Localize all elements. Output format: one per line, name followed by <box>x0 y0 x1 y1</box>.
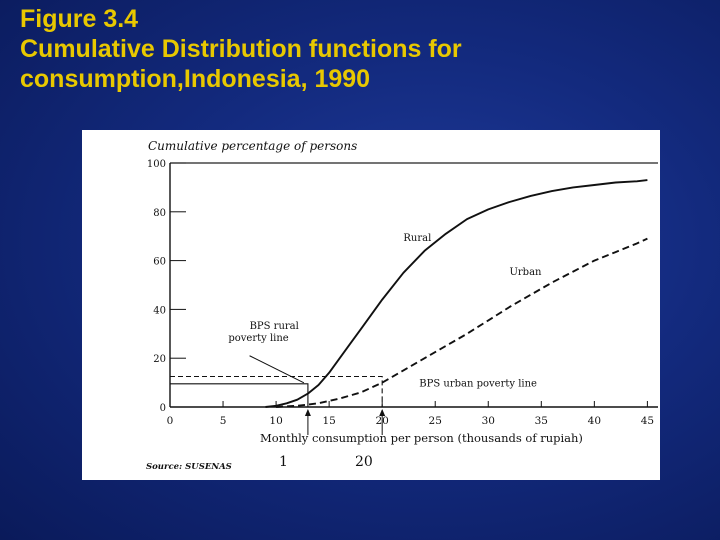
source-note: Source: SUSENAS <box>146 462 232 472</box>
x-tick-label: 15 <box>322 415 335 427</box>
chart-figure: 0 20 40 60 80 100 0 5 10 15 20 25 30 35 40 45 Rural Urba… <box>82 130 660 480</box>
x-tick-label: 35 <box>535 415 548 427</box>
handwritten-mark-20: 20 <box>355 454 373 470</box>
x-tick-label: 5 <box>220 415 227 427</box>
cdf-chart: 0 20 40 60 80 100 0 5 10 15 20 25 30 35 40 45 Rural Urba… <box>146 139 658 472</box>
slide-title-line-1: Figure 3.4 <box>20 5 139 33</box>
slide-title-line-3: consumption,Indonesia, 1990 <box>20 65 371 93</box>
handwritten-mark-1: 1 <box>279 454 288 470</box>
x-tick-label: 10 <box>269 415 282 427</box>
x-axis-title: Monthly consumption per person (thousand… <box>260 431 583 445</box>
x-tick-label: 40 <box>588 415 601 427</box>
chart-annotation: poverty line <box>228 333 288 344</box>
y-tick-label: 60 <box>153 257 166 268</box>
y-tick-label: 40 <box>153 305 166 316</box>
slide-title: Figure 3.4 Cumulative Distribution funct… <box>20 4 700 94</box>
x-tick-label: 45 <box>641 415 654 427</box>
y-tick-label: 20 <box>153 354 166 365</box>
x-tick-label: 0 <box>167 415 174 427</box>
chart-annotation: BPS urban poverty line <box>419 378 537 389</box>
poverty-arrow-head <box>304 409 311 416</box>
chart-annotation: BPS rural <box>250 321 299 332</box>
poverty-line-rural <box>170 383 309 407</box>
series-line-urban <box>276 237 648 408</box>
x-tick-label: 25 <box>429 415 442 427</box>
poverty-arrow-head <box>379 409 386 416</box>
poverty-line-urban <box>170 375 383 407</box>
y-tick-label: 80 <box>153 208 166 219</box>
x-tick-label: 30 <box>482 415 495 427</box>
y-tick-label: 100 <box>147 159 166 170</box>
chart-annotation: Rural <box>403 233 431 244</box>
series-line-rural <box>265 179 648 408</box>
y-axis-title: Cumulative percentage of persons <box>148 139 357 153</box>
y-tick-label: 0 <box>160 403 166 414</box>
slide-title-line-2: Cumulative Distribution functions for <box>20 35 462 63</box>
rural-label-leader <box>249 355 305 384</box>
chart-annotation: Urban <box>509 267 542 278</box>
